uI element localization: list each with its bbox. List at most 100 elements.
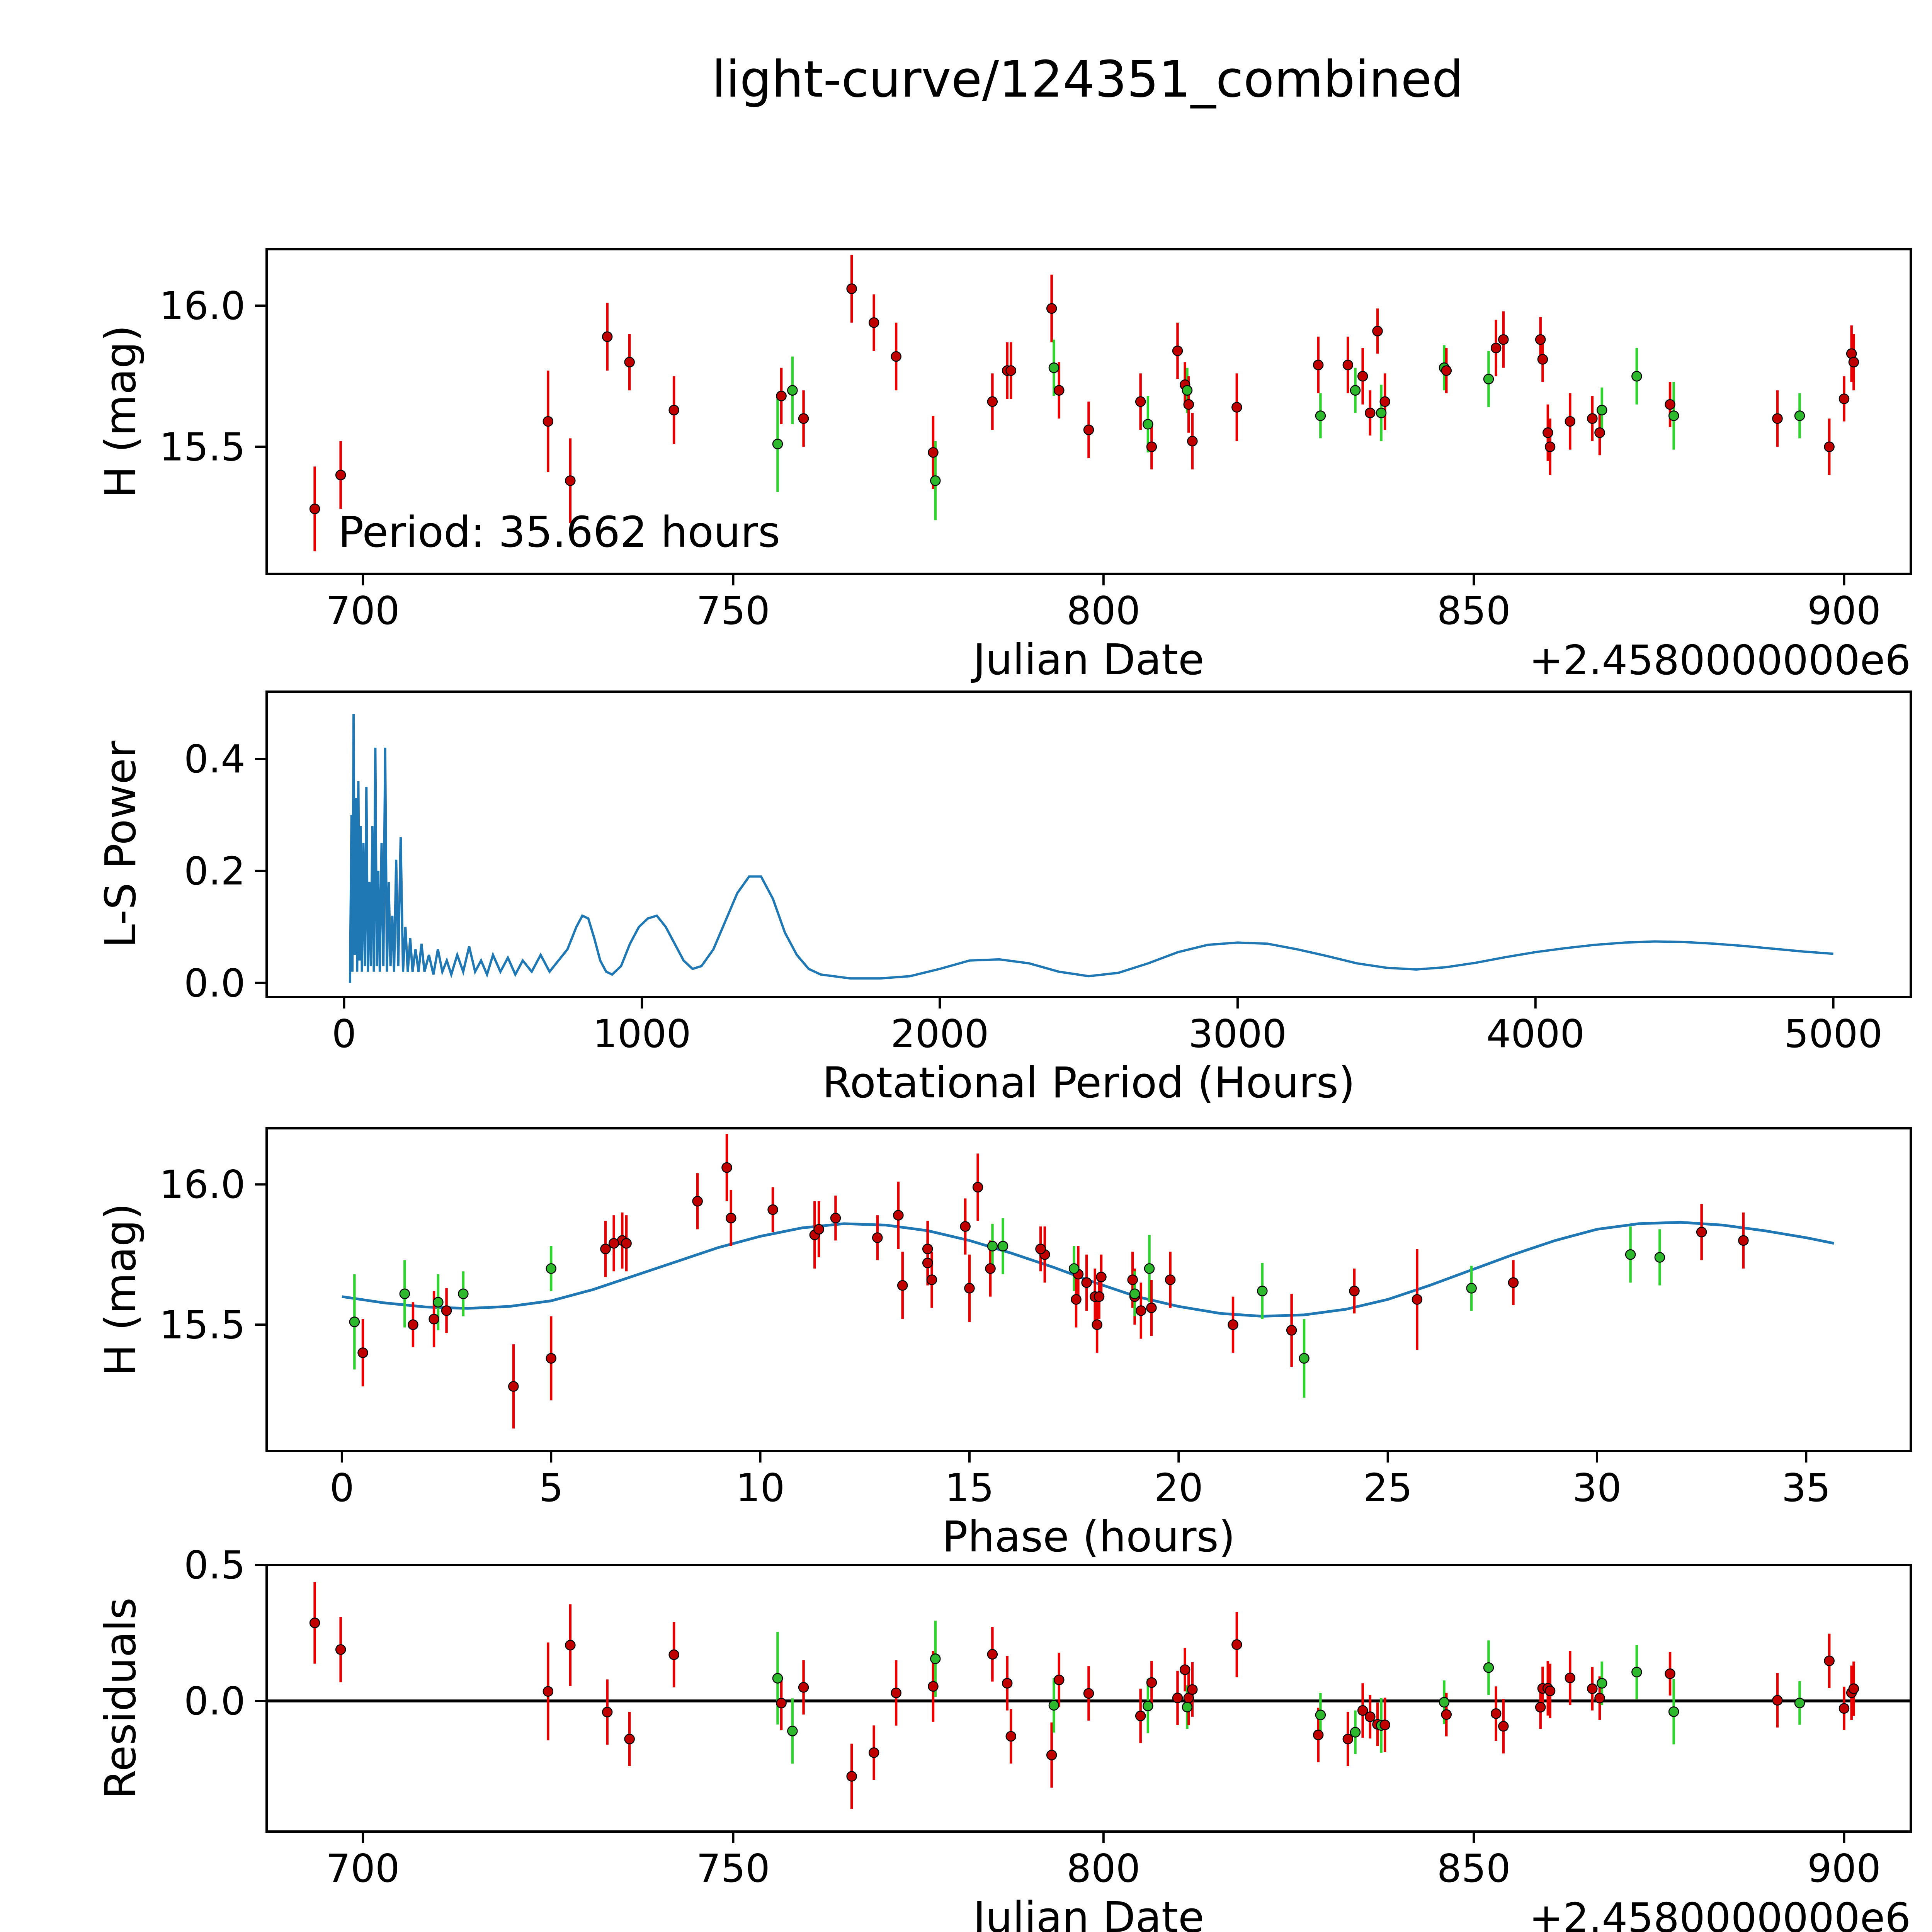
data-point-red	[798, 1682, 809, 1693]
data-point-red	[922, 1243, 933, 1254]
data-point-red	[1228, 1319, 1238, 1330]
data-point-red	[1379, 396, 1390, 407]
panels-root: Period: 35.662 hours 700 750 800 850 900 15.5 1…	[96, 248, 1912, 1932]
data-point-red	[891, 1687, 901, 1699]
data-point-red	[1365, 1711, 1376, 1722]
data-point-red	[1071, 1294, 1082, 1305]
data-point-red	[1054, 385, 1065, 396]
data-point-green	[930, 475, 941, 486]
data-point-red	[602, 1707, 613, 1718]
data-point-red	[1772, 1695, 1783, 1706]
x-tick-label: 30	[1572, 1465, 1621, 1510]
data-point-red	[602, 331, 613, 342]
data-point-green	[1631, 371, 1642, 382]
data-point-green	[997, 1241, 1009, 1252]
data-point-green	[787, 1726, 798, 1736]
x-axis-label-periodogram: Rotational Period (Hours)	[822, 1058, 1355, 1107]
data-point-red	[893, 1210, 904, 1221]
data-point-green	[349, 1316, 360, 1327]
data-point-red	[868, 1747, 879, 1758]
data-point-green	[1668, 410, 1679, 421]
data-point-red	[1490, 1708, 1502, 1719]
data-point-green	[930, 1653, 941, 1664]
data-point-red	[608, 1238, 619, 1249]
data-point-red	[1005, 1731, 1016, 1742]
data-point-red	[960, 1221, 971, 1232]
data-point-red	[1187, 1684, 1198, 1695]
data-point-green	[1048, 362, 1060, 373]
data-point-red	[1183, 399, 1194, 410]
data-point-red	[1498, 1721, 1509, 1732]
data-point-green	[1794, 410, 1805, 421]
data-point-green	[1654, 1252, 1665, 1263]
data-point-red	[692, 1196, 703, 1207]
data-point-red	[621, 1238, 632, 1249]
data-point-red	[928, 447, 939, 458]
data-point-green	[787, 385, 798, 396]
data-point-red	[1046, 1750, 1057, 1760]
data-point-red	[1231, 402, 1242, 413]
x-tick-label: 4000	[1486, 1011, 1585, 1056]
data-point-red	[1094, 1291, 1105, 1302]
x-tick-label: 0	[332, 1011, 357, 1056]
x-tick-label: 750	[696, 1846, 770, 1891]
x-axis-offset-label: +2.4580000000e6	[1529, 637, 1911, 684]
x-tick-label: 900	[1807, 588, 1881, 633]
data-point-red	[1490, 342, 1502, 354]
data-point-red	[1002, 1678, 1013, 1689]
data-point-red	[1594, 427, 1605, 438]
x-tick-label: 850	[1437, 588, 1511, 633]
x-tick-label: 900	[1807, 1846, 1881, 1891]
data-point-red	[1081, 1277, 1092, 1288]
x-tick-label: 15	[945, 1465, 994, 1510]
data-point-red	[624, 1733, 635, 1745]
data-point-red	[546, 1353, 556, 1364]
data-point-red	[1231, 1639, 1242, 1650]
data-point-red	[600, 1243, 611, 1254]
data-point-red	[972, 1182, 983, 1193]
x-axis-label-residuals: Julian Date	[971, 1893, 1204, 1932]
x-axis-label-lightcurve: Julian Date	[971, 635, 1204, 684]
data-point-red	[1441, 1709, 1452, 1720]
data-point-green	[772, 1673, 783, 1684]
panel-periodogram: 0 1000 2000 3000 4000 5000 0.0 0.2 0.4 Rotational…	[96, 690, 1912, 1107]
panel-lightcurve: Period: 35.662 hours 700 750 800 850 900 15.5 1…	[96, 248, 1912, 684]
data-point-red	[776, 1697, 787, 1709]
data-point-green	[1631, 1667, 1642, 1678]
data-point-red	[1587, 413, 1598, 424]
data-point-green	[1625, 1249, 1636, 1260]
data-point-red	[1357, 1705, 1368, 1716]
data-point-red	[1365, 407, 1376, 418]
data-point-red	[1349, 1286, 1360, 1296]
data-point-red	[926, 1274, 937, 1285]
data-point-green	[433, 1297, 444, 1308]
data-point-red	[1665, 1668, 1675, 1679]
x-tick-label: 5000	[1784, 1011, 1883, 1056]
data-point-red	[1838, 1703, 1850, 1714]
data-point-red	[441, 1305, 452, 1316]
data-point-red	[357, 1347, 368, 1358]
data-point-red	[543, 416, 554, 427]
y-tick-label: 0.5	[184, 1543, 245, 1588]
data-point-green	[1483, 1662, 1494, 1673]
x-tick-label: 35	[1782, 1465, 1831, 1510]
data-point-red	[1537, 354, 1548, 365]
data-point-green	[1257, 1286, 1268, 1296]
y-axis-label-periodogram: L-S Power	[96, 740, 145, 948]
x-axis-offset-label: +2.4580000000e6	[1529, 1895, 1911, 1932]
panel-residuals: 700 750 800 850 900 0.0 0.5 Julian Date +2.45800…	[96, 1543, 1912, 1932]
data-point-red	[624, 357, 635, 367]
data-point-green	[1466, 1283, 1477, 1294]
data-point-green	[1129, 1288, 1140, 1299]
data-point-green	[1299, 1353, 1310, 1364]
data-point-red	[668, 405, 679, 416]
data-point-red	[565, 475, 576, 486]
data-point-red	[985, 1263, 996, 1274]
data-point-red	[1412, 1294, 1423, 1305]
data-point-red	[1187, 435, 1198, 447]
data-point-green	[1439, 1697, 1450, 1708]
y-tick-label: 0.4	[184, 736, 245, 782]
data-point-red	[891, 351, 901, 362]
